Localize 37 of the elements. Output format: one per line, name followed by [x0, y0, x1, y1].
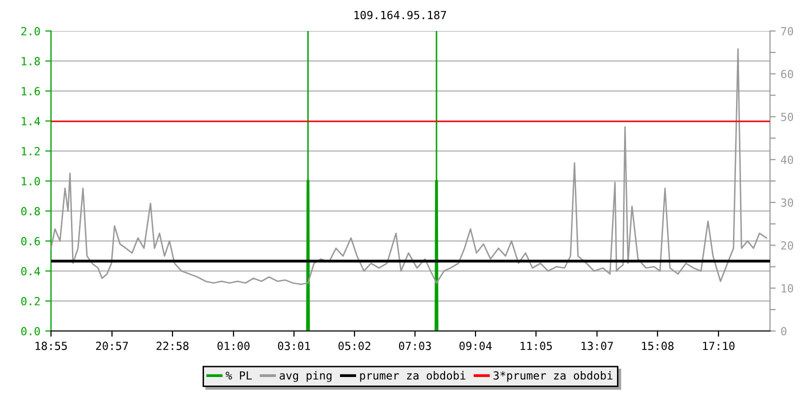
y2-tick-label: 40 [780, 156, 794, 164]
legend-label: avg ping [280, 371, 332, 382]
y-tick-label: 0.2 [21, 297, 40, 306]
y2-tick-label: 20 [781, 241, 794, 250]
y2-tick-label: 10 [782, 284, 794, 293]
legend-label: 3*prumer za obdobi [494, 371, 612, 382]
x-tick-label: 20:57 [96, 342, 128, 350]
y-tick-label: 1.4 [22, 117, 40, 126]
x-tick-label: 01:00 [218, 342, 250, 350]
legend-label: % PL [226, 371, 252, 380]
x-tick-label: 15:08 [642, 342, 674, 350]
x-tick-label: 09:04 [460, 342, 492, 350]
y-tick-label: 0.8 [21, 207, 40, 216]
y2-tick-label: 50 [781, 112, 794, 122]
y-tick-label: 0.0 [21, 327, 40, 336]
y2-tick-label: 30 [781, 198, 794, 207]
y-tick-label: 0.4 [21, 267, 40, 276]
y-tick-label: 0.6 [21, 237, 40, 246]
y2-tick-label: 0 [781, 327, 786, 336]
y-tick-label: 2.0 [21, 27, 40, 36]
y-tick-label: 1.8 [22, 57, 40, 66]
x-tick-label: 18:55 [36, 342, 67, 350]
y-tick-label: 1.0 [22, 177, 40, 186]
legend-label: prumer za obdobi [360, 371, 466, 382]
line-series [51, 48, 768, 285]
y2-tick-label: 70 [781, 27, 794, 36]
x-tick-label: 03:01 [278, 342, 310, 350]
x-tick-label: 07:03 [399, 342, 431, 350]
x-tick-label: 13:07 [582, 342, 613, 350]
y-tick-label: 1.2 [22, 147, 40, 156]
x-tick-label: 22:58 [156, 342, 189, 350]
x-tick-label: 11:05 [520, 342, 552, 350]
x-tick-label: 17:10 [703, 342, 735, 350]
chart-title: 109.164.95.187 [354, 10, 446, 20]
x-tick-label: 05:02 [338, 342, 370, 350]
y2-tick-label: 60 [781, 70, 794, 78]
y-tick-label: 1.6 [22, 87, 40, 96]
